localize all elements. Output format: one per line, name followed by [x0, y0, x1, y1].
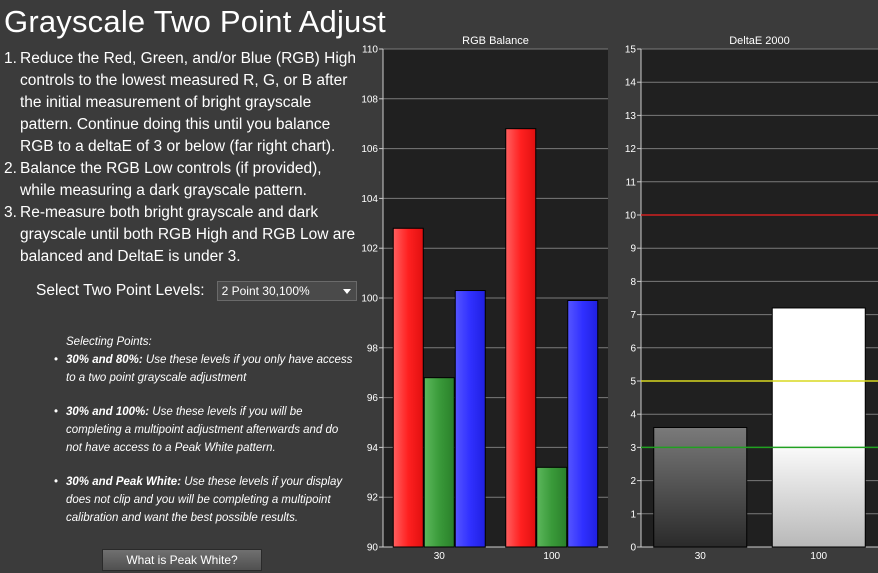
instruction-step: 3. Re-measure both bright grayscale and d… [0, 202, 360, 268]
y-tick-label: 102 [361, 244, 378, 255]
y-tick-label: 13 [625, 111, 637, 122]
y-tick-label: 6 [630, 343, 636, 354]
y-tick-label: 106 [361, 144, 378, 155]
what-is-peak-white-button[interactable]: What is Peak White? [102, 549, 262, 571]
x-tick-label: 30 [434, 551, 446, 562]
y-tick-label: 7 [630, 310, 636, 321]
bullet-icon: • [54, 476, 59, 488]
rgb-bar [392, 227, 424, 548]
y-tick-label: 4 [630, 410, 636, 421]
point-option-note: • 30% and Peak White: Use these levels if… [54, 473, 354, 527]
y-tick-label: 1 [630, 509, 636, 520]
step-number: 2. [4, 160, 17, 177]
level-select-row: Select Two Point Levels: 2 Point 30,100% [36, 281, 357, 301]
step-text: Balance the RGB Low controls (if provide… [20, 160, 322, 199]
deltae-bar [771, 307, 866, 548]
bullet-icon: • [54, 406, 59, 418]
y-tick-label: 110 [362, 45, 378, 56]
bullet-icon: • [54, 354, 59, 366]
instruction-steps: 1. Reduce the Red, Green, and/or Blue (RG… [0, 48, 360, 268]
point-option-note: • 30% and 100%: Use these levels if you w… [54, 403, 354, 457]
y-tick-label: 14 [625, 78, 637, 89]
step-number: 1. [4, 50, 17, 67]
x-tick-label: 100 [543, 551, 560, 562]
two-point-levels-dropdown[interactable]: 2 Point 30,100% [216, 281, 357, 301]
y-tick-label: 5 [630, 377, 636, 388]
point-option-label: 30% and 100%: [66, 406, 150, 418]
y-tick-label: 11 [626, 177, 637, 188]
y-tick-label: 94 [367, 443, 379, 454]
page-title: Grayscale Two Point Adjust [4, 4, 386, 39]
y-tick-label: 96 [367, 393, 379, 404]
x-tick-label: 30 [695, 551, 707, 562]
point-option-note: • 30% and 80%: Use these levels if you on… [54, 351, 354, 387]
y-tick-label: 90 [367, 543, 379, 554]
rgb-bar [567, 299, 599, 548]
chevron-down-icon [342, 289, 351, 294]
x-tick-label: 100 [810, 551, 827, 562]
chart-title: RGB Balance [462, 35, 529, 47]
y-tick-label: 98 [367, 343, 379, 354]
y-tick-label: 0 [630, 543, 636, 554]
y-tick-label: 3 [630, 443, 636, 454]
y-tick-label: 12 [625, 144, 637, 155]
point-option-text: Use these levels if you only have access… [66, 354, 353, 384]
y-tick-label: 15 [625, 45, 637, 56]
select-label: Select Two Point Levels: [36, 282, 205, 299]
instruction-step: 1. Reduce the Red, Green, and/or Blue (RG… [0, 48, 360, 158]
y-tick-label: 92 [367, 493, 379, 504]
rgb-bar [423, 377, 455, 548]
y-tick-label: 9 [630, 244, 636, 255]
point-option-text: Use these levels if your display does no… [66, 476, 343, 524]
y-tick-label: 108 [361, 94, 378, 105]
point-option-text: Use these levels if you will be completi… [66, 406, 339, 454]
rgb-bar [536, 466, 568, 548]
point-option-label: 30% and Peak White: [66, 476, 182, 488]
step-number: 3. [4, 204, 17, 221]
step-text: Re-measure both bright grayscale and dar… [20, 204, 356, 265]
rgb-bar [505, 128, 537, 548]
rgb-bar [454, 290, 486, 548]
y-tick-label: 100 [361, 294, 378, 305]
instruction-step: 2. Balance the RGB Low controls (if provi… [0, 158, 360, 202]
selecting-points-notes: Selecting Points: • 30% and 80%: Use thes… [54, 333, 354, 543]
y-tick-label: 104 [361, 194, 378, 205]
y-tick-label: 8 [630, 277, 636, 288]
deltae-bar [653, 426, 748, 548]
point-option-label: 30% and 80%: [66, 354, 143, 366]
selecting-points-header: Selecting Points: [66, 336, 152, 348]
y-tick-label: 10 [625, 211, 637, 222]
y-tick-label: 2 [630, 476, 636, 487]
chart-title: DeltaE 2000 [729, 35, 790, 47]
dropdown-value: 2 Point 30,100% [221, 284, 310, 298]
step-text: Reduce the Red, Green, and/or Blue (RGB)… [20, 50, 357, 155]
